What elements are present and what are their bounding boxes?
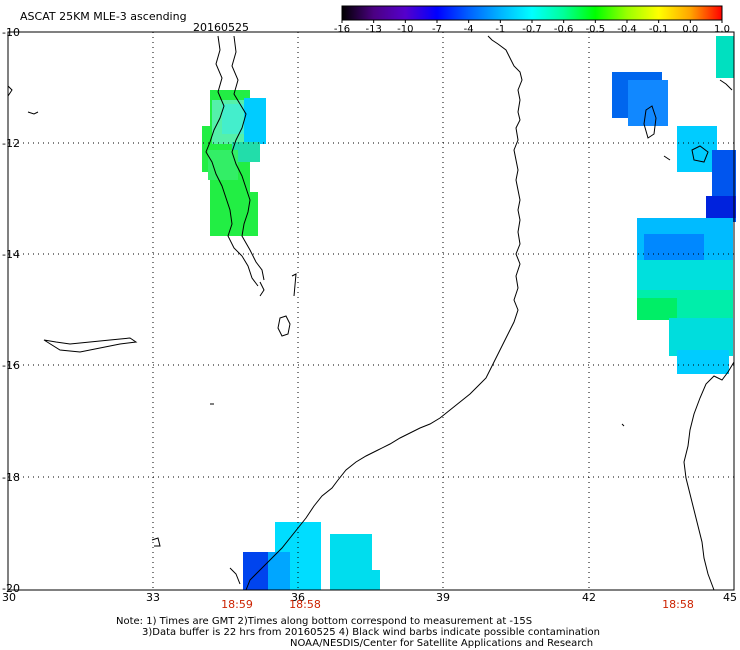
coast-islet (259, 281, 265, 297)
colorbar (341, 5, 723, 21)
coast-islet (291, 273, 297, 297)
note-line-3: NOAA/NESDIS/Center for Satellite Applica… (290, 638, 593, 649)
lat-label: -18 (2, 471, 20, 484)
coast-comoros (643, 105, 657, 139)
coast-lake-chiuta (277, 315, 291, 337)
swath-cell (637, 260, 733, 290)
note-line-1: Note: 1) Times are GMT 2)Times along bot… (116, 616, 532, 627)
lon-label: 33 (146, 591, 160, 604)
coast-lake-west (43, 337, 138, 353)
map-frame (7, 31, 735, 591)
colorbar-label: 0.0 (682, 24, 698, 35)
colorbar-label: -0.4 (617, 24, 637, 35)
date-label: 20160525 (193, 21, 249, 34)
lon-label: 30 (2, 591, 16, 604)
swath-south-mozambique (243, 522, 380, 590)
swath-cell (637, 298, 677, 320)
colorbar-label: -13 (365, 24, 381, 35)
latitude-labels: -10 -12 -14 -16 -18 -20 (2, 26, 20, 595)
longitude-labels: 30 33 36 39 42 45 (2, 591, 737, 604)
coast-comoros (663, 155, 671, 161)
pass-time-label: 18:58 (289, 598, 321, 611)
coast-islet (151, 537, 161, 547)
lon-label: 36 (291, 591, 305, 604)
lon-label: 39 (436, 591, 450, 604)
swath-cell (716, 36, 734, 78)
note-line-2: 3)Data buffer is 22 hrs from 20160525 4)… (142, 627, 600, 638)
colorbar-label: -0.6 (554, 24, 574, 35)
lon-label: 45 (723, 591, 737, 604)
swath-cell (669, 318, 733, 356)
colorbar-label: -16 (334, 24, 350, 35)
swath-cell (677, 350, 729, 374)
colorbar-label: -0.7 (522, 24, 542, 35)
colorbar-label: 1.0 (714, 24, 730, 35)
coast-comoros (691, 145, 709, 163)
lat-label: -14 (2, 248, 20, 261)
lat-label: -10 (2, 26, 20, 39)
swath-east-madagascar (612, 36, 736, 374)
pass-times: 18:59 18:58 18:58 (221, 598, 694, 611)
footnotes: Note: 1) Times are GMT 2)Times along bot… (116, 616, 600, 649)
swath-cell (644, 234, 704, 260)
product-title: ASCAT 25KM MLE-3 ascending (20, 10, 187, 23)
colorbar-label: -1 (495, 24, 505, 35)
lat-label: -20 (2, 582, 20, 595)
pass-time-label: 18:59 (221, 598, 253, 611)
swath-cell (210, 192, 258, 236)
colorbar-label: -0.1 (649, 24, 669, 35)
swath-cell (232, 142, 260, 162)
lon-label: 42 (582, 591, 596, 604)
colorbar-gradient (341, 5, 723, 21)
lat-label: -16 (2, 359, 20, 372)
coastline (7, 35, 735, 591)
swath-cell (370, 570, 380, 590)
lat-label: -12 (2, 137, 20, 150)
swath-cell (330, 534, 372, 590)
coast-comoros (719, 79, 733, 91)
pass-time-label: 18:58 (662, 598, 694, 611)
swath-cell (706, 196, 736, 218)
swath-cell (677, 126, 717, 172)
coast-mainland (245, 35, 523, 591)
colorbar-label: -10 (397, 24, 413, 35)
swath-west-lake-malawi (202, 90, 266, 236)
colorbar-label: -7 (432, 24, 442, 35)
swath-cell (268, 552, 290, 590)
swath-cell (244, 98, 266, 144)
swath-cell (628, 80, 668, 126)
coast-madagascar (683, 361, 735, 591)
coast-islet (621, 423, 625, 427)
coast-islet (229, 567, 241, 585)
coast-islet (7, 85, 13, 97)
colorbar-label: -0.5 (586, 24, 606, 35)
colorbar-label: -4 (464, 24, 474, 35)
coast-islet (27, 111, 39, 115)
colorbar-labels: -16 -13 -10 -7 -4 -1 -0.7 -0.6 -0.5 -0.4 -0.1 0.0 1.… (334, 20, 730, 35)
coast-lake-malawi (205, 35, 265, 287)
graticule (8, 32, 734, 590)
